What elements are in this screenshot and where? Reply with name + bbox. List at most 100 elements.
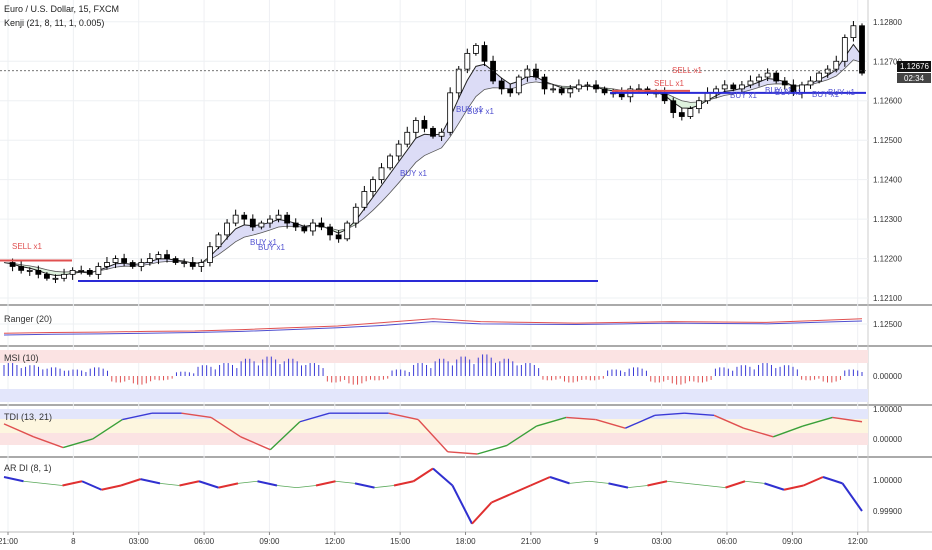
fast-ma-line bbox=[3, 43, 863, 277]
ardi-line-segment bbox=[803, 476, 824, 487]
candle bbox=[507, 88, 514, 94]
ardi-line-segment bbox=[471, 501, 493, 525]
candle bbox=[164, 254, 170, 259]
tdi-line-segment bbox=[447, 451, 478, 455]
candle bbox=[352, 206, 359, 224]
indicator-title: Kenji (21, 8, 11, 1, 0.005) bbox=[4, 18, 104, 28]
tdi-line-segment bbox=[654, 412, 685, 416]
ardi-line-segment bbox=[159, 482, 180, 486]
time-tick-label: 15:00 bbox=[390, 537, 411, 546]
ranger-pane[interactable]: 1.12500 Ranger (20) bbox=[0, 314, 902, 336]
msi-upper-band bbox=[0, 350, 868, 363]
candle bbox=[678, 112, 685, 117]
msi-pane[interactable]: 0.00000 MSI (10) bbox=[0, 350, 902, 402]
ardi-line-segment bbox=[764, 482, 785, 491]
time-axis[interactable]: 21:00 8 03:00 06:00 09:00 12:00 15:00 18:00 21:0… bbox=[0, 531, 932, 546]
ardi-line-segment bbox=[841, 482, 863, 512]
candle bbox=[344, 222, 351, 240]
ardi-line-segment bbox=[510, 484, 531, 495]
candle bbox=[807, 80, 814, 86]
tdi-pane[interactable]: 1.00000 0.00000 TDI (13, 21) bbox=[0, 405, 902, 455]
tdi-tick-label: 0.00000 bbox=[873, 435, 902, 444]
ardi-line-segment bbox=[354, 482, 375, 489]
candle bbox=[387, 155, 394, 169]
tdi-line-segment bbox=[684, 412, 715, 416]
ranger-series-line bbox=[3, 320, 863, 336]
signal-label: BUY x1 bbox=[828, 88, 856, 97]
candle bbox=[155, 254, 162, 259]
candle bbox=[215, 234, 222, 248]
signal-label: SELL x1 bbox=[654, 79, 684, 88]
ardi-line-segment bbox=[744, 480, 765, 484]
ardi-line-segment bbox=[705, 485, 726, 489]
ma-ribbon bbox=[355, 64, 554, 225]
candle bbox=[841, 37, 848, 62]
tdi-line-segment bbox=[33, 436, 64, 449]
candle bbox=[636, 88, 642, 91]
candle bbox=[601, 88, 608, 94]
countdown-tag bbox=[897, 73, 931, 83]
candle bbox=[490, 60, 496, 82]
time-tick-label: 12:00 bbox=[325, 537, 346, 546]
candle bbox=[430, 127, 436, 137]
ardi-line-segment bbox=[374, 485, 395, 489]
candle bbox=[824, 68, 831, 74]
candle bbox=[78, 270, 85, 272]
ranger-title: Ranger (20) bbox=[4, 314, 52, 324]
candle bbox=[301, 226, 308, 232]
candle bbox=[584, 84, 591, 87]
ardi-line-segment bbox=[335, 480, 356, 484]
current-price-label: 1.12676 bbox=[900, 62, 929, 71]
tdi-line-segment bbox=[3, 423, 34, 438]
price-tick-label: 1.12600 bbox=[873, 97, 902, 106]
ardi-line-segment bbox=[549, 476, 570, 485]
ardi-line-segment bbox=[783, 484, 804, 491]
tdi-line-segment bbox=[713, 414, 744, 429]
candle bbox=[481, 45, 488, 62]
candle bbox=[9, 262, 16, 267]
tdi-tick-label: 1.00000 bbox=[873, 405, 902, 414]
ardi-pane[interactable]: 1.00000 0.99900 AR DI (8, 1) bbox=[3, 463, 902, 525]
tdi-low-band bbox=[0, 433, 868, 445]
tdi-line-segment bbox=[595, 418, 626, 429]
candle bbox=[859, 25, 865, 74]
candle bbox=[207, 246, 213, 263]
ardi-line-segment bbox=[101, 484, 122, 491]
candle bbox=[438, 131, 445, 137]
price-tick-label: 1.12400 bbox=[873, 176, 902, 185]
signal-label: BUY x1 bbox=[765, 86, 793, 95]
price-tick-label: 1.12500 bbox=[873, 136, 902, 145]
candle bbox=[35, 270, 42, 275]
candle bbox=[18, 266, 25, 271]
candle bbox=[370, 179, 376, 192]
candle bbox=[129, 262, 136, 267]
candle bbox=[670, 100, 677, 113]
signal-label: SELL x1 bbox=[12, 242, 42, 251]
candle bbox=[138, 262, 145, 267]
candle bbox=[232, 214, 239, 224]
signal-label: BUY x1 bbox=[400, 169, 428, 178]
ma-ribbon bbox=[192, 256, 210, 264]
ardi-line-segment bbox=[179, 480, 200, 487]
candle bbox=[361, 191, 368, 208]
candle bbox=[533, 68, 539, 78]
candle bbox=[498, 80, 505, 90]
candle bbox=[104, 262, 110, 267]
candle bbox=[86, 270, 93, 275]
candle bbox=[464, 52, 471, 70]
signal-label: BUY x1 bbox=[812, 90, 840, 99]
ardi-line-segment bbox=[393, 480, 414, 487]
candle bbox=[781, 80, 788, 86]
time-tick-label: 06:00 bbox=[717, 537, 738, 546]
candle bbox=[292, 222, 299, 228]
ardi-line-segment bbox=[491, 493, 512, 504]
ardi-line-segment bbox=[686, 482, 707, 486]
ardi-line-segment bbox=[257, 480, 278, 487]
candle bbox=[112, 258, 119, 263]
ma-ribbon bbox=[98, 258, 193, 271]
candle bbox=[189, 262, 196, 267]
ardi-line-segment bbox=[315, 480, 336, 487]
candle bbox=[395, 143, 402, 157]
